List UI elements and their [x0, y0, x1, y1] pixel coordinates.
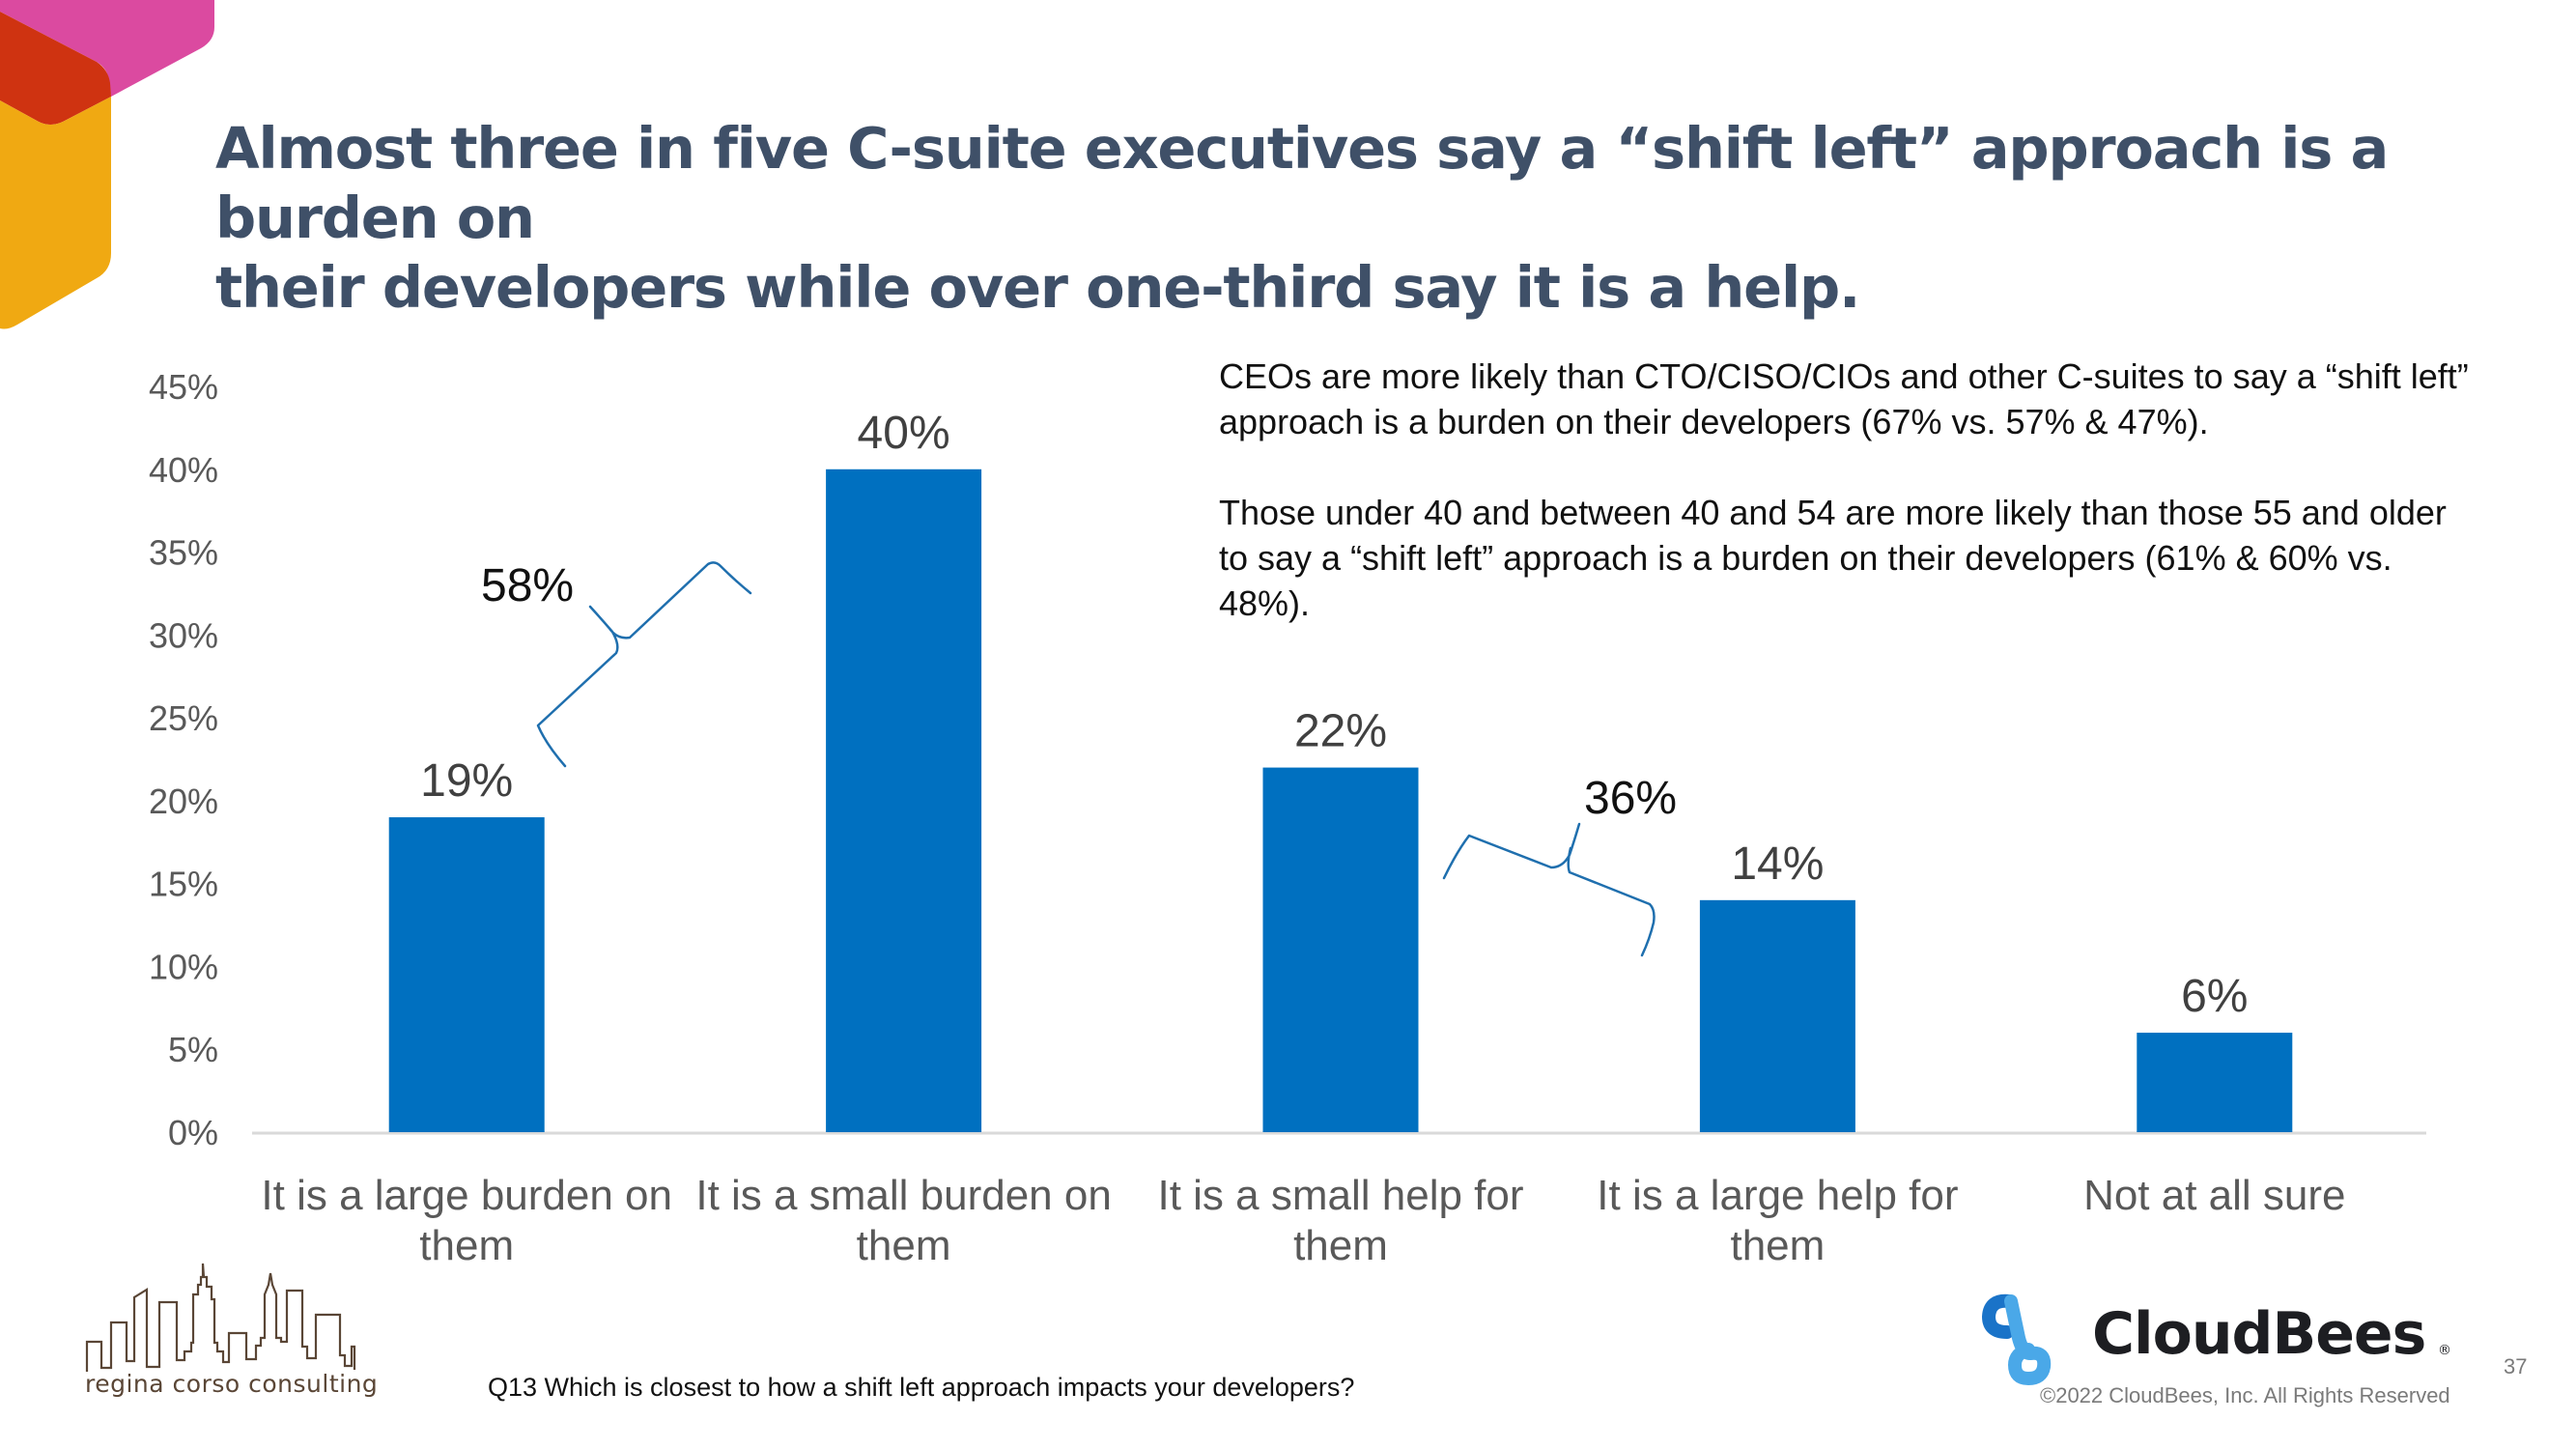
cloudbees-icon [1981, 1293, 2052, 1386]
corner-cube-logo [0, 0, 214, 329]
insight-annotation: CEOs are more likely than CTO/CISO/CIOs … [1219, 354, 2475, 671]
cloudbees-c-shape [1981, 1293, 2016, 1339]
corner-pink-shape [0, 0, 214, 97]
y-tick-label: 0% [168, 1113, 218, 1152]
cloudbees-b-shape [2004, 1294, 2052, 1386]
category-label: them [857, 1222, 951, 1269]
category-label: them [419, 1222, 514, 1269]
y-tick-label: 5% [168, 1030, 218, 1069]
corner-yellow-shape [0, 97, 111, 329]
y-tick-label: 45% [149, 367, 218, 407]
bars-group [388, 469, 2293, 1132]
insight-paragraph-ages: Those under 40 and between 40 and 54 are… [1219, 493, 2447, 623]
y-tick-label: 10% [149, 947, 218, 986]
y-tick-label: 20% [149, 781, 218, 821]
slide-title-line-2: their developers while over one-third sa… [215, 254, 1860, 321]
bar [1262, 767, 1419, 1132]
page-number: 37 [2504, 1354, 2528, 1378]
bar-chart: 0% 5% 10% 15% 20% 25% 30% 35% 40% 45% 19% 40% 22% 14… [149, 367, 2426, 1269]
data-label: 14% [1731, 838, 1824, 890]
data-label: 19% [420, 755, 513, 807]
category-label: It is a small help for [1157, 1172, 1523, 1219]
insight-paragraph-roles: CEOs are more likely than CTO/CISO/CIOs … [1219, 356, 2469, 441]
cloudbees-wordmark: CloudBees [2092, 1300, 2426, 1368]
category-label: It is a small burden on [695, 1172, 1111, 1219]
regina-corso-skyline-logo [85, 1263, 356, 1372]
slide-title: Almost three in five C-suite executives … [215, 114, 2534, 323]
y-tick-label: 25% [149, 698, 218, 738]
y-tick-label: 40% [149, 450, 218, 490]
copyright-notice: ©2022 CloudBees, Inc. All Rights Reserve… [2040, 1383, 2450, 1407]
bar [388, 817, 545, 1132]
data-label: 6% [2181, 971, 2248, 1022]
consultancy-name: regina corso consulting [85, 1370, 379, 1398]
data-labels-group: 19% 40% 22% 14% 6% [420, 408, 2248, 1022]
bracket-label-burden: 58% [481, 560, 574, 611]
bar [2137, 1033, 2293, 1132]
category-label: them [1730, 1222, 1825, 1269]
bracket-burden-brace [536, 561, 752, 768]
registered-mark: ® [2438, 1343, 2451, 1358]
corner-red-shape [0, 12, 111, 125]
bar [1699, 899, 1855, 1132]
y-tick-label: 15% [149, 865, 218, 904]
y-axis-tick-labels: 0% 5% 10% 15% 20% 25% 30% 35% 40% 45% [149, 367, 218, 1152]
category-label: Not at all sure [2083, 1172, 2345, 1219]
bar [826, 469, 982, 1132]
survey-question-footnote: Q13 Which is closest to how a shift left… [488, 1373, 1355, 1402]
category-label: It is a large burden on [261, 1172, 672, 1219]
category-label: It is a large help for [1597, 1172, 1958, 1219]
data-label: 40% [858, 408, 950, 459]
bracket-help-brace [1442, 822, 1656, 957]
data-label: 22% [1294, 706, 1387, 757]
y-tick-label: 30% [149, 615, 218, 655]
slide-title-line-1: Almost three in five C-suite executives … [215, 115, 2389, 251]
y-tick-label: 35% [149, 533, 218, 573]
bracket-label-help: 36% [1584, 773, 1677, 824]
category-label: them [1293, 1222, 1388, 1269]
